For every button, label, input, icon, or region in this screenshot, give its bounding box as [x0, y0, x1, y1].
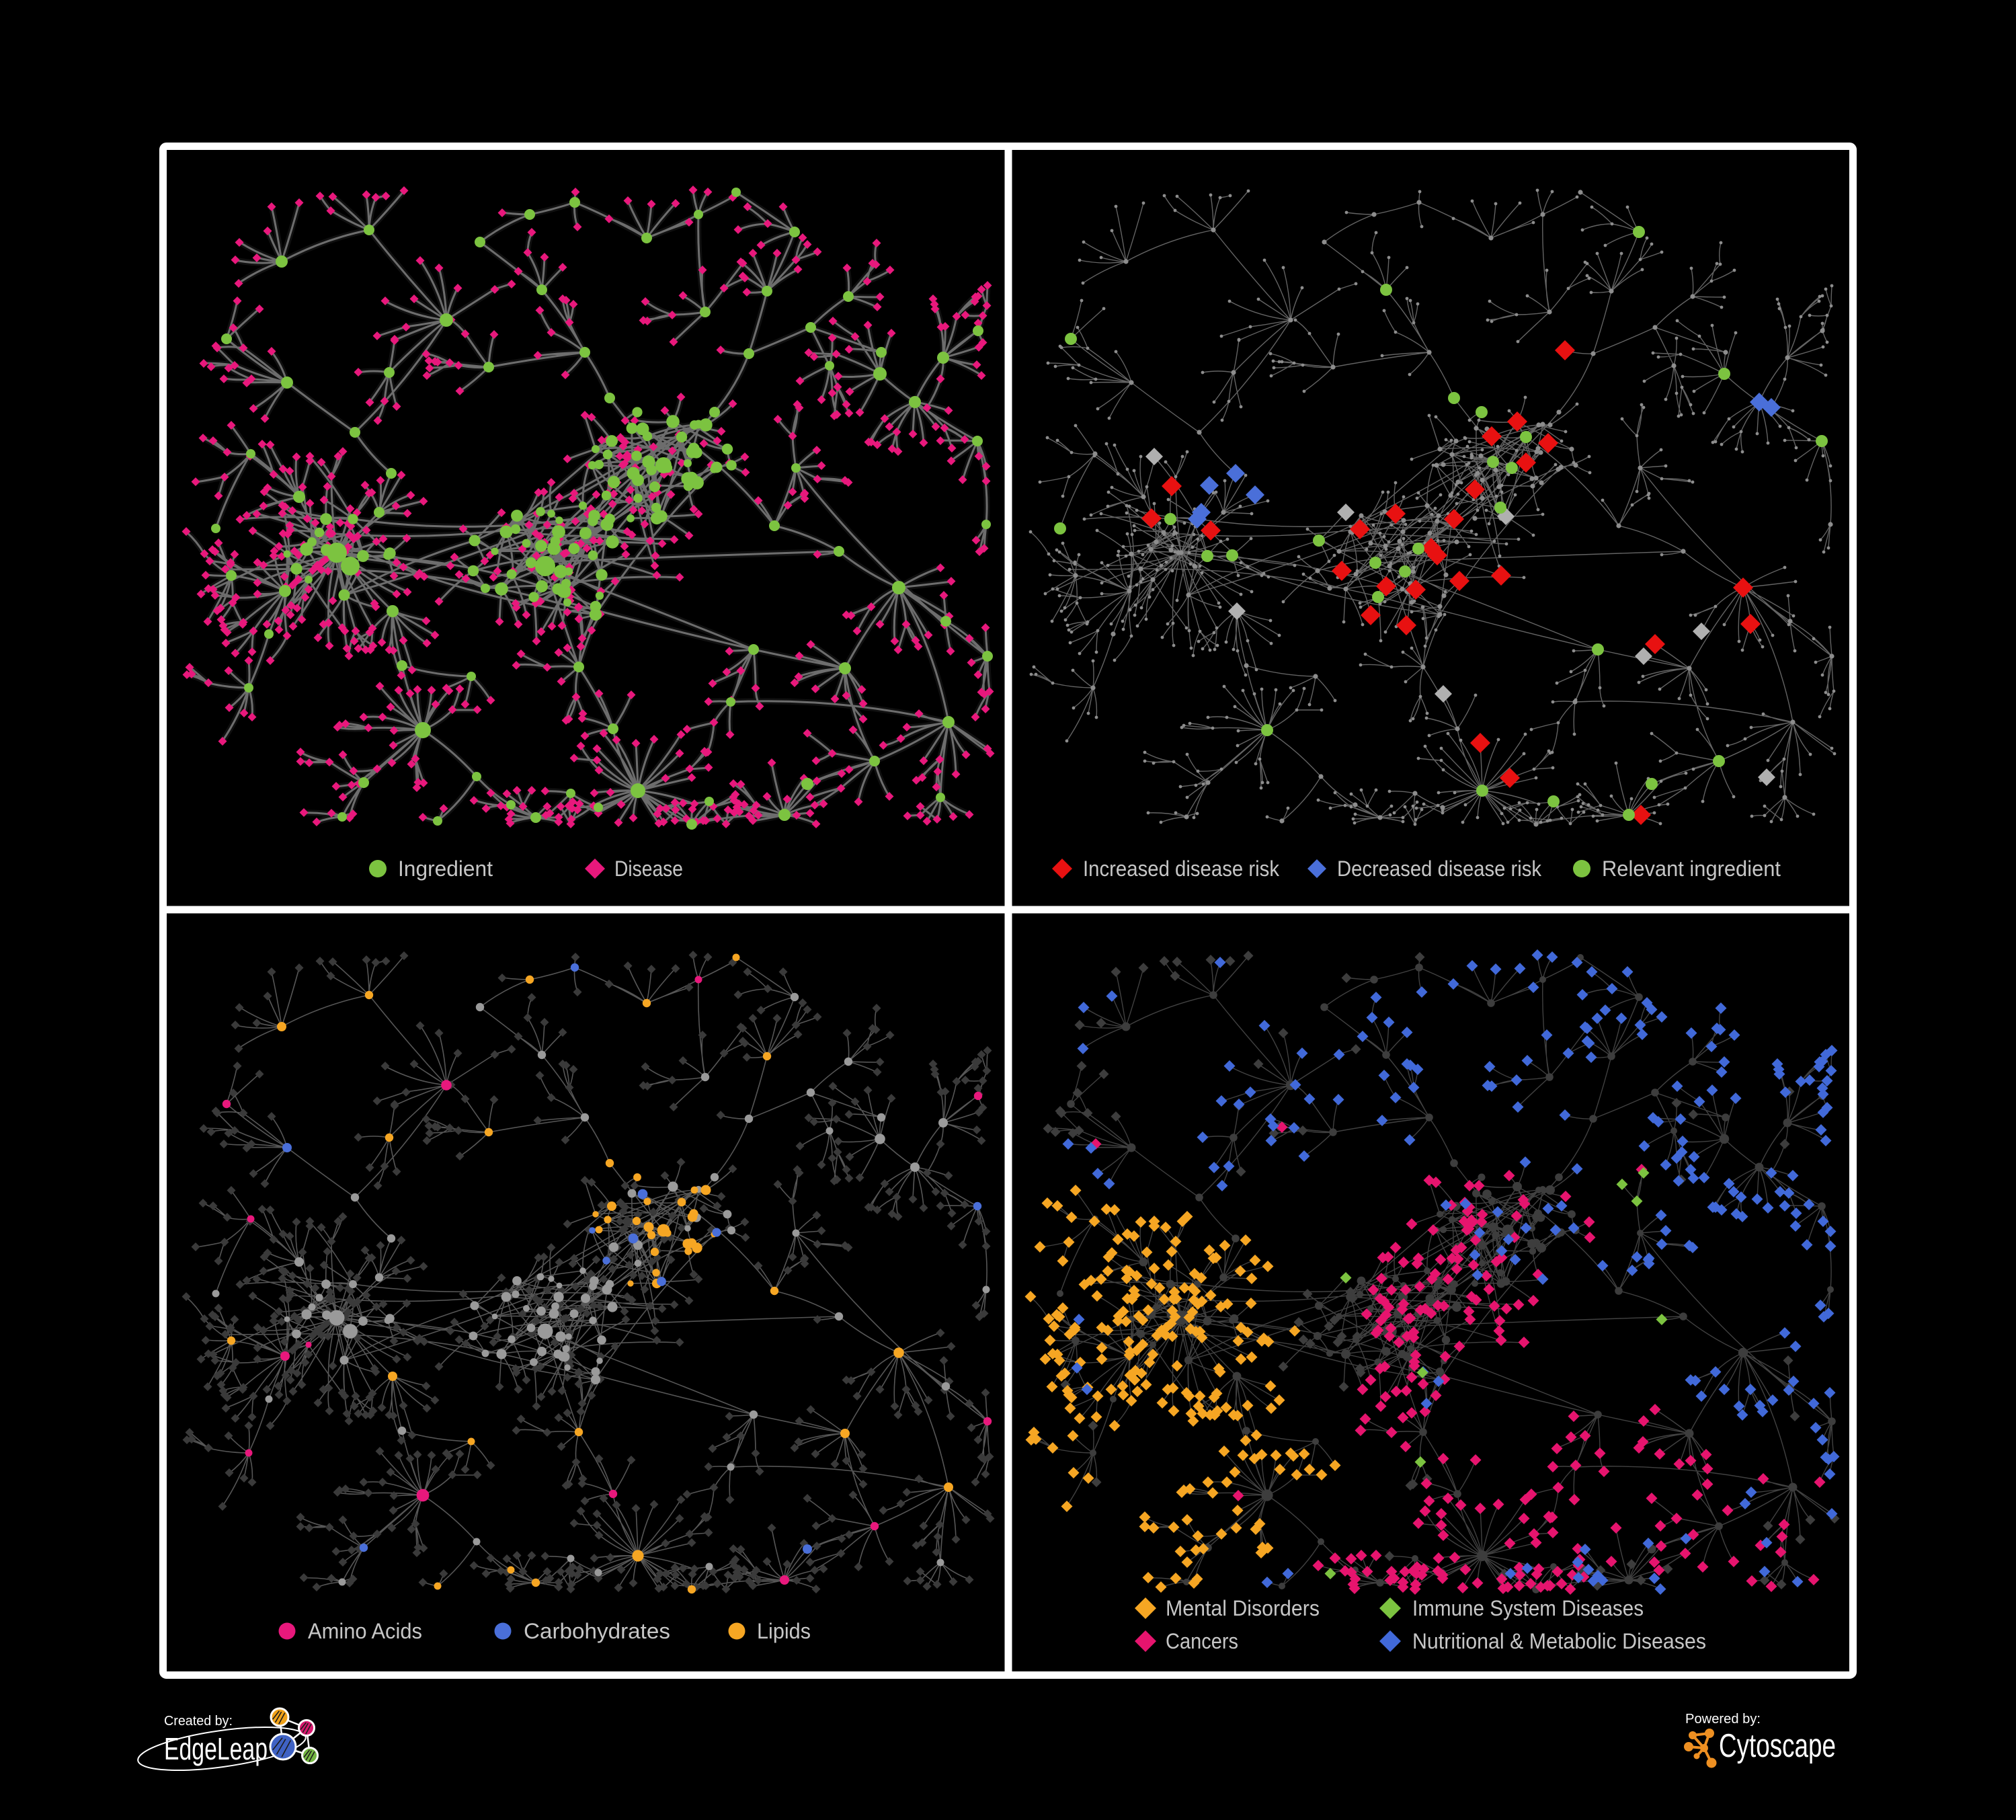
svg-text:Cytoscape: Cytoscape	[1719, 1728, 1836, 1764]
svg-text:Powered by:: Powered by:	[1685, 1712, 1761, 1727]
svg-text:Increased disease risk: Increased disease risk	[1083, 857, 1280, 881]
svg-text:Amino Acids: Amino Acids	[308, 1619, 422, 1643]
svg-text:Mental Disorders: Mental Disorders	[1166, 1596, 1320, 1620]
svg-text:Nutritional & Metabolic Diseas: Nutritional & Metabolic Diseases	[1412, 1629, 1706, 1653]
svg-text:Created by:: Created by:	[164, 1714, 233, 1729]
svg-text:Immune System Diseases: Immune System Diseases	[1412, 1596, 1644, 1620]
svg-text:EdgeLeap: EdgeLeap	[164, 1731, 268, 1766]
svg-text:Cancers: Cancers	[1166, 1629, 1238, 1653]
svg-text:Disease: Disease	[614, 857, 683, 881]
svg-text:Carbohydrates: Carbohydrates	[524, 1619, 670, 1643]
svg-text:Ingredient: Ingredient	[398, 857, 493, 881]
svg-text:Decreased disease risk: Decreased disease risk	[1337, 857, 1542, 881]
svg-text:Relevant ingredient: Relevant ingredient	[1602, 857, 1781, 881]
svg-text:Lipids: Lipids	[757, 1619, 811, 1643]
